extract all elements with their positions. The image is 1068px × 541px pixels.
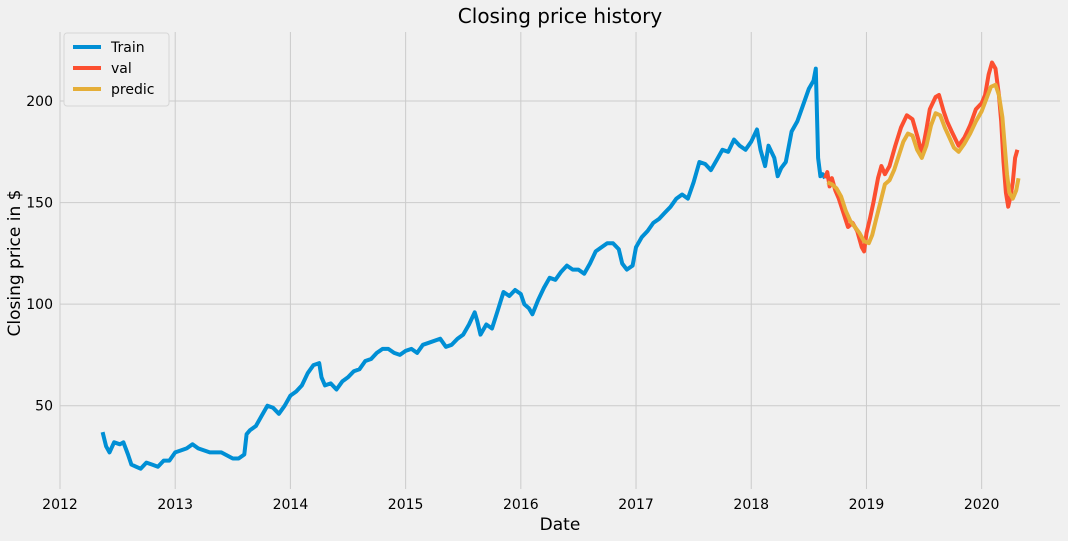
series-line-predic [826, 82, 1021, 246]
x-tick-label: 2014 [273, 497, 309, 513]
y-tick-label: 200 [26, 94, 53, 110]
legend-label-predic: predic [111, 82, 154, 98]
x-tick-label: 2019 [849, 497, 885, 513]
x-tick-label: 2017 [618, 497, 654, 513]
plot-lines [100, 60, 1021, 471]
x-tick-label: 2016 [503, 497, 539, 513]
tick-labels: 2012 2013 2014 2015 2016 2017 2018 2019 2020 50 10… [26, 94, 999, 513]
x-tick-label: 2013 [157, 497, 193, 513]
chart-title: Closing price history [458, 4, 663, 28]
legend: Train val predic [63, 32, 170, 107]
y-tick-label: 100 [26, 297, 53, 313]
legend-label-train: Train [110, 40, 145, 56]
x-tick-label: 2018 [733, 497, 769, 513]
y-axis-label: Closing price in $ [5, 190, 25, 337]
x-tick-label: 2020 [964, 497, 1000, 513]
x-tick-label: 2015 [388, 497, 424, 513]
x-tick-label: 2012 [42, 497, 78, 513]
x-axis-label: Date [540, 515, 581, 535]
y-tick-label: 150 [26, 196, 53, 212]
series-line-train [100, 66, 827, 471]
y-tick-label: 50 [35, 399, 53, 415]
legend-label-val: val [111, 61, 132, 77]
